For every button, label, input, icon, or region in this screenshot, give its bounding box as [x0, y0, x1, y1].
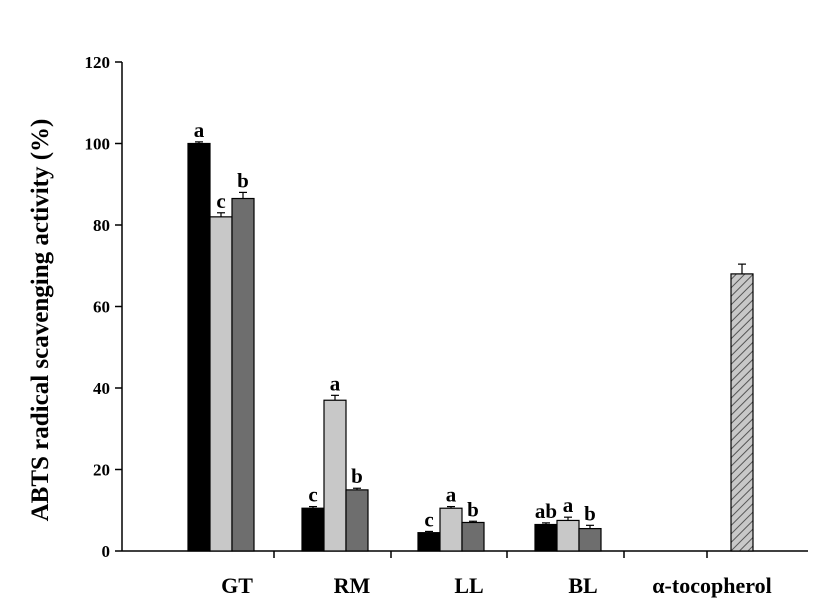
- significance-letter: b: [237, 168, 249, 192]
- bar: [301, 507, 325, 552]
- bar: [439, 507, 463, 552]
- y-tick-label: 0: [102, 542, 111, 561]
- x-tick-label: LL: [454, 573, 483, 598]
- significance-letter: a: [446, 483, 457, 507]
- y-tick-label: 100: [85, 135, 111, 154]
- x-tick-label: RM: [334, 573, 371, 598]
- bar: [323, 399, 347, 552]
- significance-letter: c: [308, 483, 317, 507]
- bar: [231, 197, 255, 552]
- bar: [345, 489, 369, 552]
- significance-letter: c: [424, 507, 433, 531]
- x-tick-label: α-tocopherol: [652, 573, 771, 598]
- bar: [578, 527, 602, 552]
- bar: [417, 532, 441, 552]
- bars: [187, 141, 754, 552]
- significance-letter: ab: [535, 499, 557, 523]
- bar: [556, 519, 580, 552]
- y-tick-label: 80: [93, 216, 110, 235]
- y-tick-label: 120: [85, 53, 111, 72]
- significance-letter: a: [194, 118, 205, 142]
- significance-letter: b: [584, 501, 596, 525]
- y-tick-label: 40: [93, 379, 110, 398]
- significance-letter: b: [467, 497, 479, 521]
- x-tick-label: GT: [221, 573, 253, 598]
- bar: [187, 142, 211, 552]
- significance-letter: a: [563, 493, 574, 517]
- bar: [461, 521, 485, 552]
- bar: [209, 216, 233, 552]
- y-axis-label: ABTS radical scavenging activity (%): [27, 119, 54, 522]
- x-tick-label: BL: [568, 573, 597, 598]
- significance-letter: c: [216, 189, 225, 213]
- significance-letter: a: [330, 371, 341, 395]
- bar: [730, 273, 754, 552]
- significance-letter: b: [351, 464, 363, 488]
- y-tick-label: 60: [93, 298, 110, 317]
- bar: [534, 523, 558, 552]
- y-tick-label: 20: [93, 461, 110, 480]
